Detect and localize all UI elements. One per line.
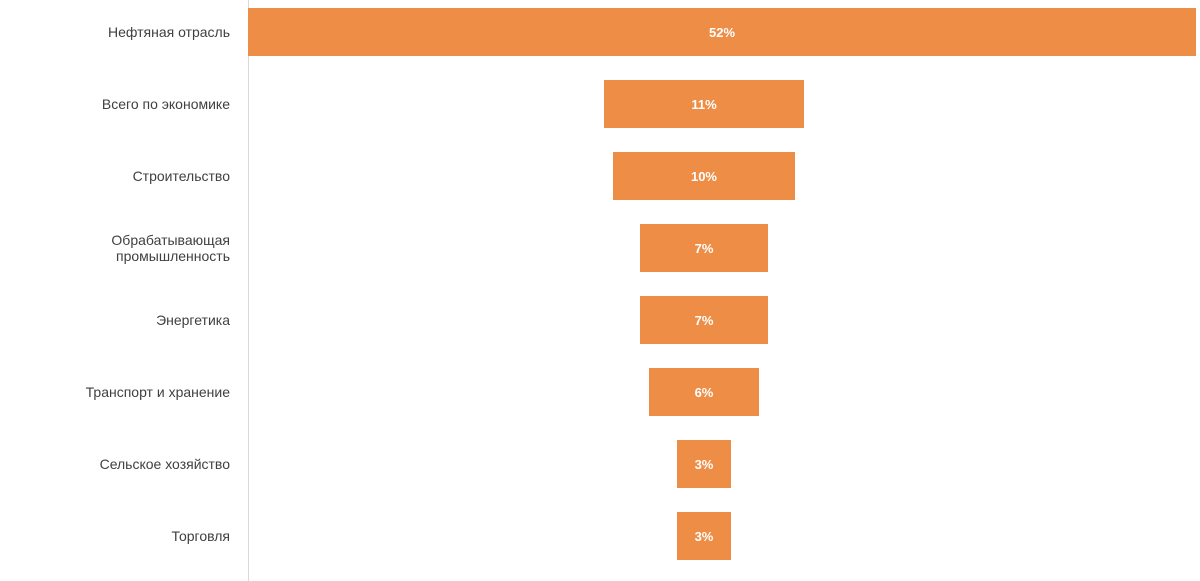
chart-row: Энергетика 7% xyxy=(0,296,1200,344)
chart-row: Нефтяная отрасль 52% xyxy=(0,8,1200,56)
bar: 10% xyxy=(613,152,795,200)
chart-row: Торговля 3% xyxy=(0,512,1200,560)
bar-value: 10% xyxy=(691,169,717,184)
bar-value: 3% xyxy=(695,529,714,544)
category-label: Строительство xyxy=(0,168,248,184)
category-label: Транспорт и хранение xyxy=(0,384,248,400)
bar-value: 6% xyxy=(695,385,714,400)
chart-row: Сельское хозяйство 3% xyxy=(0,440,1200,488)
bar: 6% xyxy=(649,368,758,416)
bar-area: 7% xyxy=(248,224,1200,272)
chart-row: Строительство 10% xyxy=(0,152,1200,200)
bar-area: 7% xyxy=(248,296,1200,344)
bar: 52% xyxy=(248,8,1196,56)
bar-value: 11% xyxy=(691,97,716,112)
bar-area: 3% xyxy=(248,512,1200,560)
chart-row: Всего по экономике 11% xyxy=(0,80,1200,128)
bar-value: 7% xyxy=(695,241,714,256)
bar-value: 3% xyxy=(695,457,714,472)
bar-area: 6% xyxy=(248,368,1200,416)
chart-row: Транспорт и хранение 6% xyxy=(0,368,1200,416)
funnel-chart: Нефтяная отрасль 52% Всего по экономике 11%… xyxy=(0,0,1200,581)
bar-area: 11% xyxy=(248,80,1200,128)
bar-area: 52% xyxy=(248,8,1200,56)
bar: 11% xyxy=(604,80,805,128)
category-label: Всего по экономике xyxy=(0,96,248,112)
category-label: Обрабатывающая промышленность xyxy=(0,232,248,264)
bar: 3% xyxy=(677,512,732,560)
bar: 7% xyxy=(640,296,768,344)
bar: 7% xyxy=(640,224,768,272)
category-label: Нефтяная отрасль xyxy=(0,24,248,40)
bar-area: 10% xyxy=(248,152,1200,200)
category-label: Сельское хозяйство xyxy=(0,456,248,472)
bar: 3% xyxy=(677,440,732,488)
chart-row: Обрабатывающая промышленность 7% xyxy=(0,224,1200,272)
bar-value: 7% xyxy=(695,313,714,328)
bar-area: 3% xyxy=(248,440,1200,488)
category-label: Энергетика xyxy=(0,312,248,328)
bar-value: 52% xyxy=(709,25,735,40)
category-label: Торговля xyxy=(0,528,248,544)
